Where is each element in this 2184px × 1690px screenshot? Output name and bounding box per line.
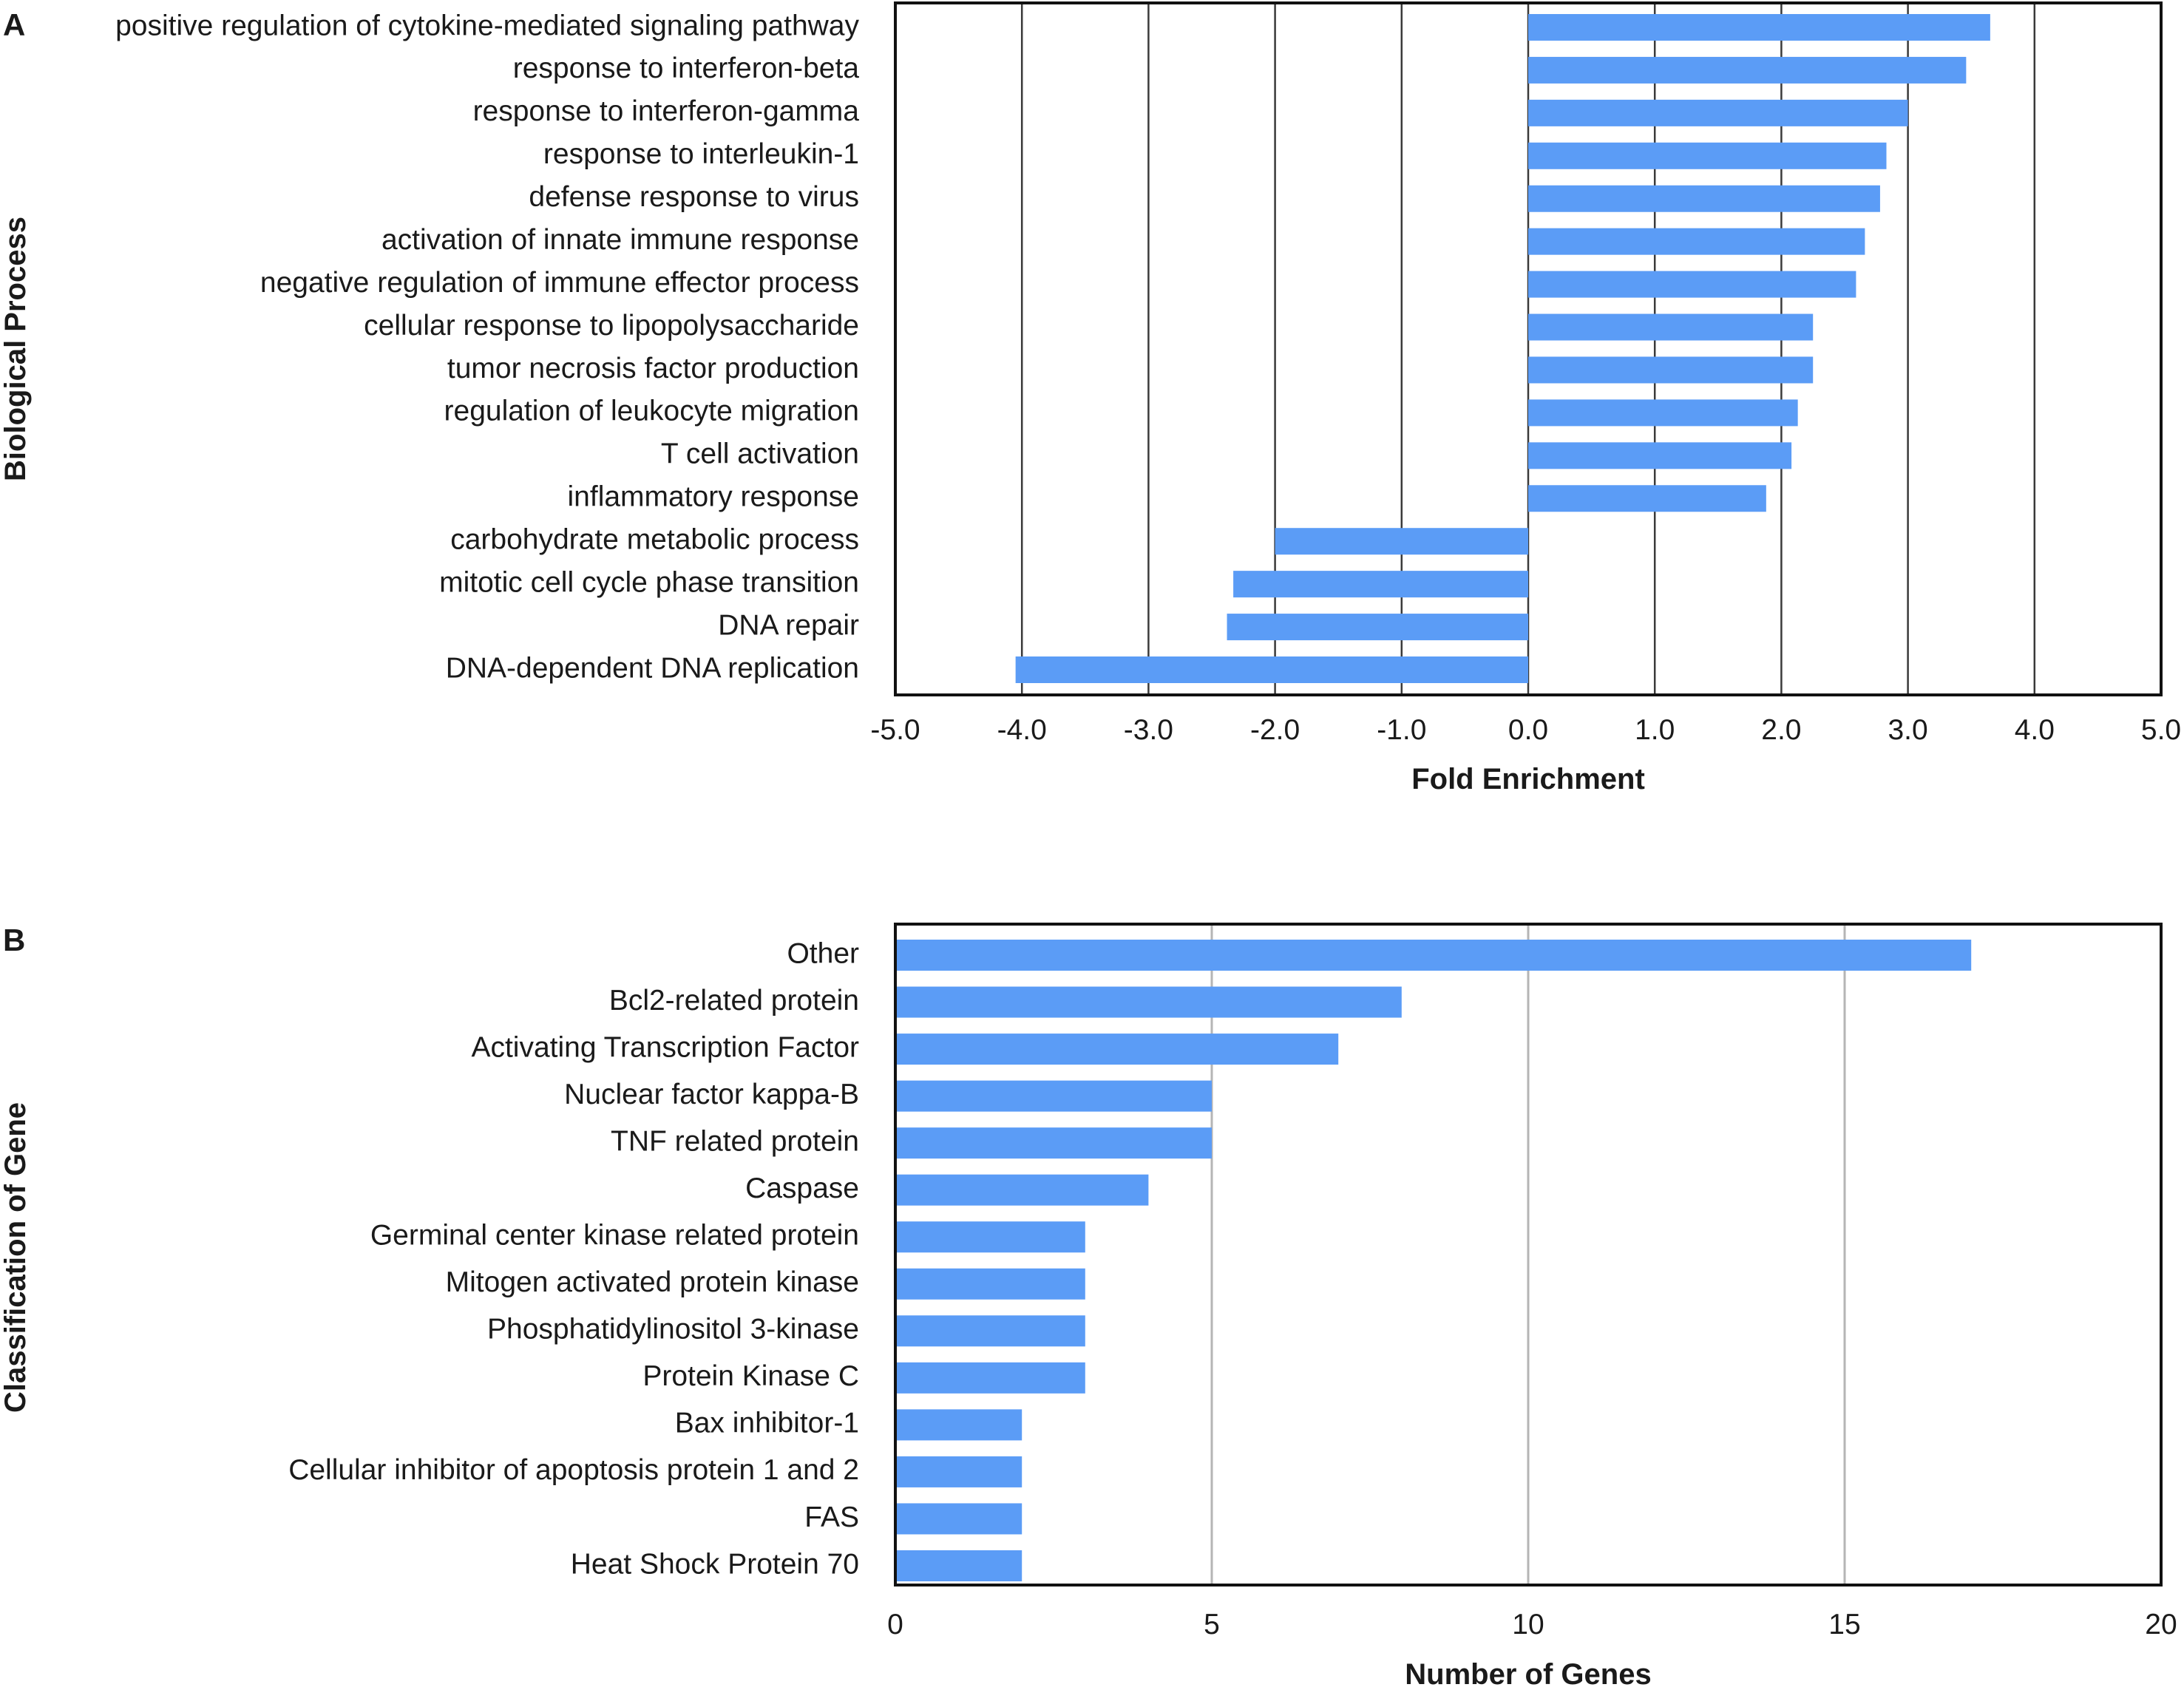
category-label: response to interferon-beta: [513, 52, 860, 84]
bar: [895, 1550, 1023, 1581]
category-label: Nuclear factor kappa-B: [564, 1079, 859, 1110]
bar: [1528, 56, 1967, 84]
tick-label: 0: [887, 1609, 903, 1640]
panel-b-gridlines: [1210, 924, 1846, 1585]
bar: [1528, 485, 1766, 512]
tick-label: 1.0: [1635, 714, 1675, 746]
bar: [895, 1221, 1085, 1253]
bar: [1528, 142, 1887, 169]
panel-a-letter: A: [3, 7, 25, 42]
category-label: T cell activation: [661, 438, 859, 470]
bar: [1015, 656, 1528, 683]
tick-label: 15: [1828, 1609, 1860, 1640]
category-label: inflammatory response: [568, 481, 860, 513]
bar: [1528, 185, 1880, 212]
category-label: Bcl2-related protein: [609, 985, 859, 1017]
panel-b-bars: [895, 940, 1972, 1581]
category-label: Cellular inhibitor of apoptosis protein …: [288, 1454, 859, 1486]
category-label: Other: [787, 937, 859, 969]
category-label: DNA-dependent DNA replication: [446, 652, 859, 684]
tick-label: 5.0: [2141, 714, 2181, 746]
bar: [1528, 399, 1798, 427]
bar: [1528, 271, 1856, 298]
tick-label: 20: [2145, 1609, 2177, 1640]
category-label: FAS: [804, 1501, 859, 1533]
panel-a-tick-labels: -5.0 -4.0 -3.0 -2.0 -1.0 0.0 1.0 2.0 3.0 4.0 5.0: [870, 714, 2181, 746]
tick-label: 10: [1512, 1609, 1544, 1640]
bar: [895, 1127, 1212, 1159]
bar: [895, 1268, 1085, 1300]
bar: [895, 1174, 1149, 1206]
tick-label: -2.0: [1250, 714, 1300, 746]
category-label: defense response to virus: [529, 181, 859, 213]
category-label: Activating Transcription Factor: [471, 1031, 859, 1063]
panel-b-category-labels: Other Bcl2-related protein Activating Tran…: [288, 937, 859, 1580]
category-label: positive regulation of cytokine-mediated…: [115, 10, 859, 41]
tick-label: -1.0: [1377, 714, 1426, 746]
bar: [1528, 442, 1792, 469]
tick-label: 4.0: [2015, 714, 2055, 746]
bar: [895, 1503, 1023, 1535]
panel-a-y-axis-title: Biological Process: [0, 217, 32, 481]
category-label: Caspase: [745, 1173, 859, 1204]
panel-b-tick-labels: 0 5 10 15 20: [887, 1609, 2177, 1640]
bar: [895, 940, 1972, 971]
bar: [1227, 614, 1528, 641]
bar: [1233, 571, 1528, 598]
panel-b-plot-frame: [894, 923, 2163, 1587]
category-label: negative regulation of immune effector p…: [260, 267, 859, 299]
tick-label: -3.0: [1124, 714, 1173, 746]
category-label: response to interleukin-1: [543, 138, 859, 170]
bar: [1275, 528, 1528, 555]
bar: [895, 1034, 1339, 1065]
panel-b-letter: B: [3, 923, 25, 957]
panel-b-x-axis-title: Number of Genes: [1405, 1658, 1651, 1690]
bar: [895, 1080, 1212, 1112]
bar: [1528, 313, 1814, 341]
category-label: tumor necrosis factor production: [447, 353, 859, 384]
bar: [1528, 99, 1908, 126]
category-label: Germinal center kinase related protein: [370, 1220, 859, 1252]
bar: [1528, 356, 1814, 384]
tick-label: -4.0: [997, 714, 1047, 746]
panel-a-category-labels: positive regulation of cytokine-mediated…: [115, 10, 859, 684]
bar: [895, 1456, 1023, 1487]
category-label: Phosphatidylinositol 3-kinase: [487, 1314, 859, 1345]
panel-a-plot-frame: [894, 1, 2163, 696]
category-label: DNA repair: [718, 609, 859, 641]
bar: [1528, 228, 1865, 255]
panel-b-y-axis-title: Classification of Gene: [0, 1102, 32, 1413]
bar: [895, 1409, 1023, 1441]
bar: [1528, 14, 1990, 41]
category-label: cellular response to lipopolysaccharide: [364, 310, 859, 342]
bar: [895, 986, 1402, 1018]
tick-label: 5: [1204, 1609, 1220, 1640]
category-label: mitotic cell cycle phase transition: [439, 566, 859, 598]
tick-label: 2.0: [1761, 714, 1801, 746]
panel-a-bars: [1015, 14, 1990, 683]
tick-label: -5.0: [870, 714, 920, 746]
bar: [895, 1362, 1085, 1394]
category-label: Bax inhibitor-1: [675, 1408, 859, 1439]
category-label: TNF related protein: [611, 1125, 859, 1157]
category-label: activation of innate immune response: [381, 224, 859, 256]
panel-a-x-axis-title: Fold Enrichment: [1411, 763, 1645, 795]
category-label: Mitogen activated protein kinase: [446, 1266, 859, 1298]
tick-label: 3.0: [1888, 714, 1927, 746]
panel-b-chart: B Other Bcl2-related protein Activating Tr…: [0, 923, 2177, 1690]
category-label: carbohydrate metabolic process: [450, 523, 859, 555]
panel-a-chart: A positive regulation of cytokine-mediat…: [0, 1, 2181, 795]
tick-label: 0.0: [1508, 714, 1548, 746]
category-label: regulation of leukocyte migration: [444, 396, 859, 427]
category-label: Protein Kinase C: [642, 1360, 859, 1392]
bar: [895, 1315, 1085, 1347]
category-label: Heat Shock Protein 70: [571, 1548, 859, 1580]
category-label: response to interferon-gamma: [473, 95, 860, 127]
